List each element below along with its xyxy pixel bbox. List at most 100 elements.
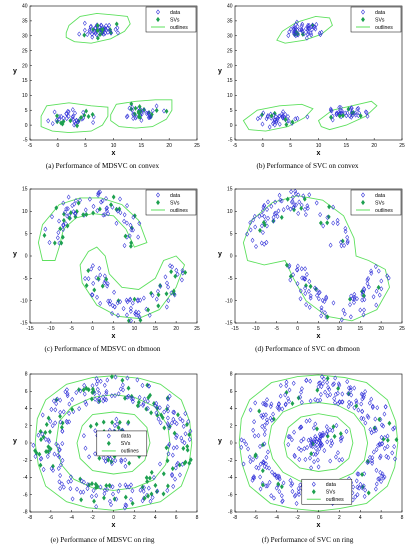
- data-point: [370, 460, 375, 466]
- data-point: [345, 379, 350, 385]
- data-point: [272, 211, 277, 217]
- legend-box: [350, 189, 402, 216]
- data-point: [141, 488, 146, 494]
- data-point: [336, 450, 340, 456]
- x-tick-label: 8: [401, 515, 404, 521]
- data-point: [290, 488, 295, 494]
- sv-point: [79, 497, 84, 503]
- data-point: [303, 285, 308, 291]
- data-point: [377, 292, 382, 298]
- sv-point: [260, 482, 265, 488]
- sv-point: [142, 495, 147, 501]
- x-tick-label: -15: [26, 326, 33, 332]
- legend-label-SVs: SVs: [170, 200, 180, 206]
- data-point: [342, 311, 347, 317]
- data-point: [63, 209, 67, 215]
- data-point: [248, 407, 253, 413]
- sv-point: [284, 389, 289, 396]
- data-point: [241, 461, 246, 467]
- sv-point: [188, 457, 193, 463]
- sv-point: [315, 387, 320, 393]
- data-point: [366, 459, 371, 465]
- x-tick-label: 5: [84, 143, 87, 149]
- legend-swatch-data: [156, 9, 160, 15]
- data-point: [270, 469, 274, 475]
- data-point: [253, 400, 258, 406]
- data-point: [105, 487, 110, 493]
- y-tick-label: 8: [230, 372, 233, 378]
- data-point: [299, 438, 304, 444]
- sv-point: [59, 240, 64, 246]
- data-point: [353, 494, 358, 500]
- sv-point: [100, 283, 105, 289]
- data-point: [358, 481, 363, 487]
- sv-point: [109, 374, 114, 380]
- data-point: [126, 393, 131, 399]
- data-point: [385, 443, 390, 450]
- data-point: [251, 475, 256, 481]
- y-tick-label: 20: [22, 63, 28, 69]
- sv-point: [120, 377, 125, 383]
- data-point: [72, 201, 77, 207]
- data-point: [349, 392, 354, 398]
- data-point: [379, 286, 384, 292]
- data-point: [128, 222, 133, 228]
- data-point: [128, 308, 133, 314]
- x-tick-label: 15: [344, 143, 350, 149]
- data-point: [98, 300, 103, 306]
- data-point: [349, 110, 354, 116]
- data-point: [294, 500, 299, 507]
- data-point: [344, 113, 349, 119]
- data-point: [136, 309, 141, 316]
- data-point: [67, 410, 71, 416]
- data-point: [376, 476, 381, 482]
- data-point: [248, 227, 253, 233]
- y-tick-label: 0: [230, 123, 233, 129]
- data-point: [313, 451, 318, 457]
- data-point: [122, 212, 127, 218]
- data-point: [101, 398, 106, 404]
- data-point: [292, 24, 297, 30]
- data-point: [317, 446, 322, 452]
- data-point: [261, 400, 265, 407]
- data-point: [302, 276, 307, 282]
- sv-point: [132, 213, 137, 219]
- data-point: [57, 116, 62, 122]
- data-point: [357, 110, 362, 116]
- data-point: [106, 298, 111, 304]
- data-point: [89, 292, 94, 298]
- data-point: [266, 215, 270, 221]
- sv-point: [260, 112, 265, 118]
- sv-point: [135, 403, 140, 409]
- data-point: [348, 385, 353, 391]
- data-point: [361, 312, 366, 318]
- sv-point: [95, 22, 100, 29]
- sv-point: [162, 425, 167, 431]
- data-point: [105, 281, 110, 287]
- sv-point: [110, 419, 115, 425]
- data-point: [167, 393, 172, 399]
- sv-point: [253, 453, 258, 459]
- data-point: [107, 301, 112, 307]
- data-point: [345, 234, 350, 240]
- data-point: [302, 446, 307, 452]
- data-point: [49, 406, 54, 412]
- data-point: [68, 474, 73, 480]
- data-point: [348, 106, 353, 112]
- data-point: [290, 481, 295, 487]
- data-point: [352, 296, 357, 302]
- data-point: [104, 397, 109, 403]
- data-point: [91, 488, 96, 494]
- data-point: [292, 29, 297, 35]
- legend-label-outlines: outlines: [326, 497, 344, 503]
- data-point: [130, 107, 134, 113]
- data-point: [269, 203, 274, 209]
- sv-point: [136, 399, 141, 405]
- sv-point: [59, 424, 64, 430]
- sv-point: [315, 426, 319, 432]
- data-point: [57, 454, 62, 460]
- data-point: [156, 416, 161, 422]
- sv-point: [62, 211, 66, 217]
- data-point: [275, 115, 280, 121]
